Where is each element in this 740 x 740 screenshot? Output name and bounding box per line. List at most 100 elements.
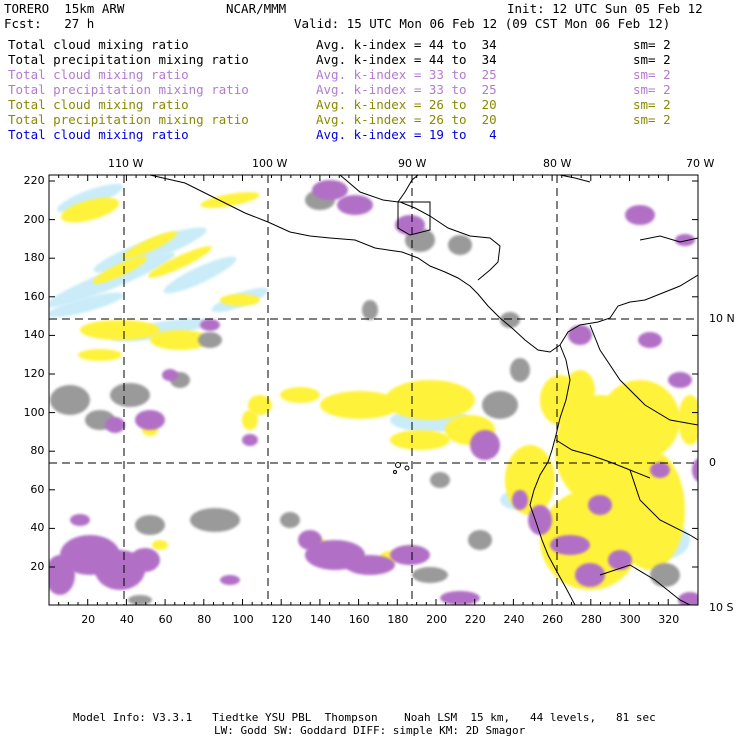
lightblue-cloud-patch (49, 292, 124, 318)
central-america-coast (387, 249, 561, 353)
purple-cloud-patch (575, 563, 605, 587)
yellow-cloud-patch (390, 430, 450, 450)
gray-cloud-patch (468, 530, 492, 550)
purple-cloud-patch (588, 495, 612, 515)
bolivia-border (599, 564, 691, 605)
gray-cloud-patch (448, 235, 472, 255)
yellow-cloud-patch (60, 197, 120, 223)
purple-cloud-patch (395, 215, 425, 235)
purple-cloud-patch (70, 514, 90, 526)
field-kindex: Avg. k-index = 33 to 25 (316, 67, 497, 82)
x-tick-label: 120 (271, 613, 293, 626)
x-tick-label: 20 (81, 613, 96, 626)
y-tick-label: 180 (23, 251, 45, 265)
purple-cloud-patch (200, 319, 220, 331)
model-title: TORERO 15km ARW (4, 1, 125, 16)
hispaniola-coast (639, 235, 698, 243)
purple-cloud-patch (625, 205, 655, 225)
gray-cloud-patch (500, 312, 520, 328)
field-name: Total cloud mixing ratio (8, 97, 189, 112)
purple-cloud-patch (135, 410, 165, 430)
lightblue-cloud-patch (163, 256, 237, 294)
x-tick-label: 60 (158, 613, 173, 626)
yellow-cloud-patch (565, 370, 595, 410)
model-info-line-2: LW: Godd SW: Goddard DIFF: simple KM: 2D… (214, 724, 526, 737)
field-smoothing: sm= 2 (633, 37, 671, 52)
field-smoothing: sm= 2 (633, 112, 671, 127)
y-tick-label: 160 (23, 289, 45, 303)
cuba-coast (559, 175, 591, 183)
panama-colombia (559, 274, 698, 346)
purple-cloud-patch (105, 417, 125, 433)
purple-cloud-patch (390, 545, 430, 565)
gray-cloud-patch (650, 563, 680, 587)
purple-cloud-patch (675, 234, 695, 246)
purple-cloud-patch (528, 505, 552, 535)
model-info-line-1: Model Info: V3.3.1 Tiedtke YSU PBL Thomp… (73, 711, 656, 724)
y-tick-label: 140 (23, 328, 45, 342)
lon-label-90w: 90 W (398, 157, 427, 170)
yellow-cloud-patch (80, 320, 160, 340)
lon-label-70w: 70 W (686, 157, 715, 170)
yellow-cloud-patch (600, 380, 680, 460)
gray-cloud-patch (110, 383, 150, 407)
y-tick-label: 100 (23, 405, 45, 419)
forecast-hour: Fcst: 27 h (4, 16, 95, 31)
x-tick-label: 160 (348, 613, 370, 626)
purple-cloud-patch (312, 180, 348, 200)
guatemala-box (397, 201, 431, 236)
field-name: Total precipitation mixing ratio (8, 52, 249, 67)
x-tick-label: 100 (232, 613, 254, 626)
purple-cloud-patch (242, 434, 258, 446)
field-smoothing: sm= 2 (633, 97, 671, 112)
lat-label-10n: 10 N (709, 312, 735, 325)
yellow-cloud-patch (385, 380, 475, 420)
gray-cloud-patch (190, 508, 240, 532)
organization-label: NCAR/MMM (226, 1, 287, 16)
map-plot-area (49, 175, 698, 605)
x-tick-label: 80 (197, 613, 212, 626)
field-name: Total precipitation mixing ratio (8, 82, 249, 97)
purple-cloud-patch (162, 369, 178, 381)
field-name: Total cloud mixing ratio (8, 67, 189, 82)
purple-cloud-patch (512, 490, 528, 510)
gray-cloud-patch (280, 512, 300, 528)
gray-cloud-patch (412, 567, 448, 583)
field-kindex: Avg. k-index = 44 to 34 (316, 37, 497, 52)
x-tick-label: 240 (503, 613, 525, 626)
purple-cloud-patch (130, 548, 160, 572)
purple-cloud-patch (650, 462, 670, 478)
gray-cloud-patch (510, 358, 530, 382)
field-smoothing: sm= 2 (633, 52, 671, 67)
x-tick-label: 200 (426, 613, 448, 626)
yellow-cloud-patch (320, 391, 400, 419)
colombia-border (589, 324, 698, 426)
purple-cloud-patch (608, 550, 632, 570)
y-tick-label: 80 (30, 444, 45, 458)
x-tick-marks (58, 175, 669, 605)
purple-cloud-patch (568, 325, 592, 345)
caribbean-coast (399, 201, 501, 281)
yellow-cloud-patch (280, 387, 320, 403)
y-tick-label: 20 (30, 560, 45, 573)
mexico-coastline (149, 175, 389, 251)
field-name: Total precipitation mixing ratio (8, 112, 249, 127)
field-name: Total cloud mixing ratio (8, 37, 189, 52)
purple-cloud-patch (692, 458, 698, 482)
purple-cloud-patch (440, 591, 480, 605)
gray-cloud-patch (198, 332, 222, 348)
field-kindex: Avg. k-index = 44 to 34 (316, 52, 497, 67)
field-kindex: Avg. k-index = 26 to 20 (316, 97, 497, 112)
lat-label-10s: 10 S (709, 601, 734, 614)
purple-cloud-patch (470, 430, 500, 460)
brazil-border (629, 469, 698, 541)
yellow-cloud-patch (92, 256, 148, 284)
init-time: Init: 12 UTC Sun 05 Feb 12 (507, 1, 703, 16)
galapagos-islands (393, 462, 410, 474)
y-tick-label: 220 (23, 174, 45, 187)
map-frame (48, 174, 699, 606)
yellow-cloud-patch (78, 349, 122, 361)
gray-cloud-patch (128, 595, 152, 605)
x-tick-label: 320 (658, 613, 680, 626)
gray-cloud-patch (135, 515, 165, 535)
